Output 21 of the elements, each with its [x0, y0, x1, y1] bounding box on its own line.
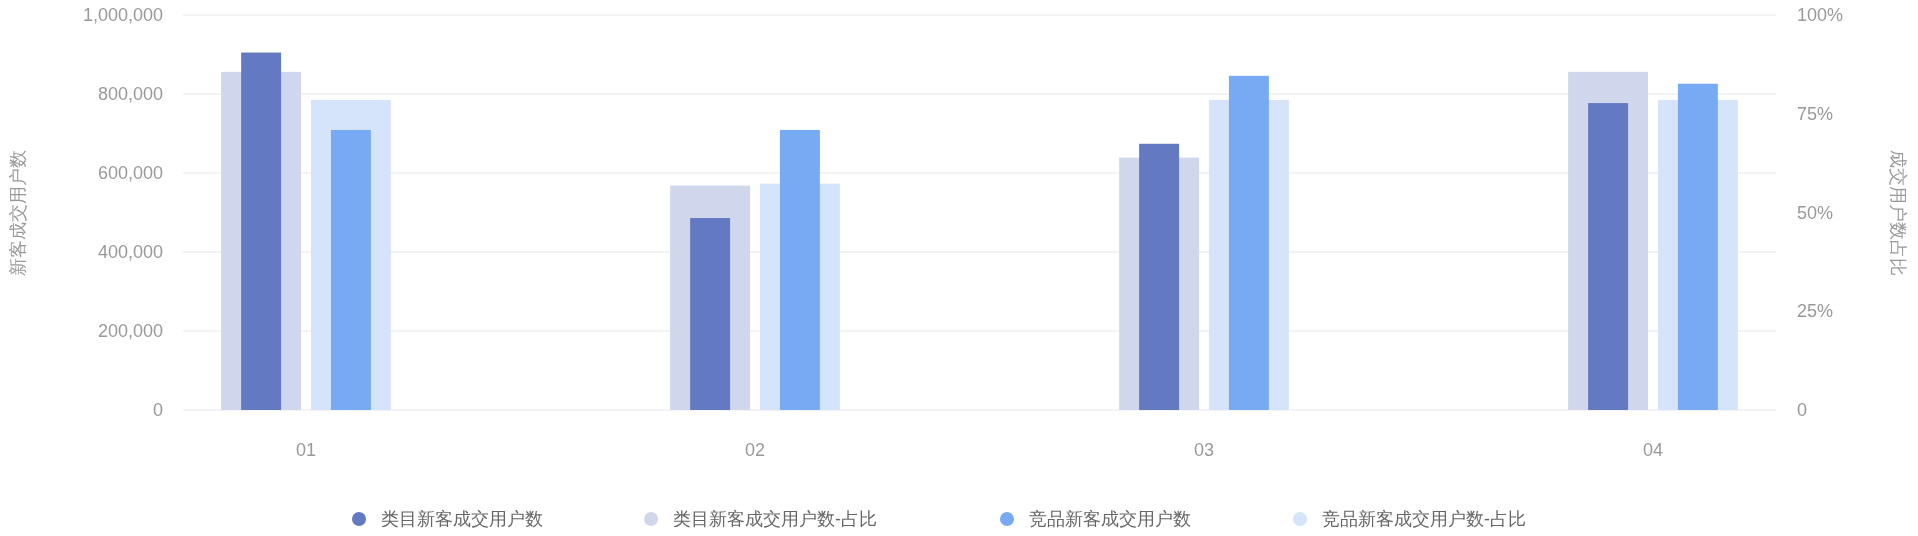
y-tick-label: 400,000	[97, 242, 163, 262]
y-axis-title: 新客成交用户数	[8, 149, 28, 276]
y-tick-label: 0	[152, 400, 163, 420]
y2-tick-label: 25%	[1797, 301, 1834, 322]
y-tick-label: 800,000	[97, 84, 163, 104]
y2-tick-label: 75%	[1797, 103, 1834, 124]
x-tick-label: 02	[744, 440, 766, 460]
legend-label: 类目新客成交用户数	[381, 509, 543, 529]
x-tick-label: 01	[296, 440, 317, 460]
y-tick-label: 600,000	[97, 163, 163, 183]
y2-tick-label: 50%	[1797, 202, 1834, 223]
y-tick-label: 1,000,000	[82, 5, 163, 25]
y2-axis-title: 成交用户数占比	[1888, 149, 1908, 276]
y2-tick-label: 100%	[1797, 5, 1844, 25]
x-tick-label: 03	[1193, 440, 1215, 460]
y2-tick-label: 0	[1797, 400, 1808, 420]
y-tick-label: 200,000	[97, 321, 163, 341]
legend-label: 类目新客成交用户数-占比	[673, 509, 877, 529]
x-tick-label: 04	[1642, 440, 1663, 460]
legend-label: 竞品新客成交用户数-占比	[1322, 509, 1526, 529]
legend-label: 竞品新客成交用户数	[1029, 509, 1191, 529]
